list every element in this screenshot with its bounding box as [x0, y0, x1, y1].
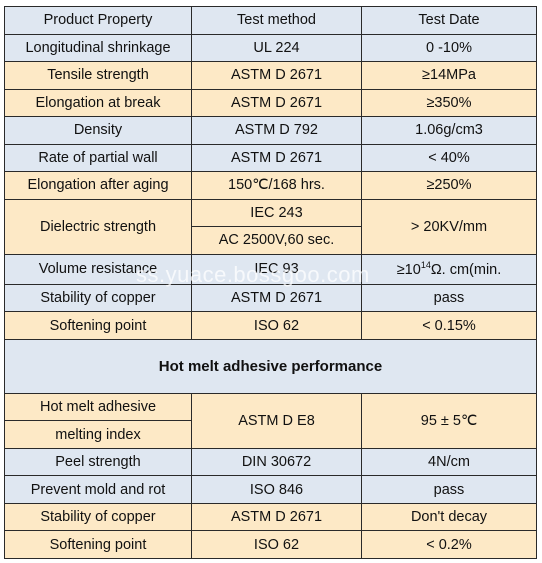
table-row: Tensile strength ASTM D 2671 ≥14MPa [4, 61, 537, 90]
property-cell: Elongation after aging [4, 171, 192, 200]
property-cell: Rate of partial wall [4, 143, 192, 172]
method-cell: ASTM D 2671 [191, 88, 362, 117]
result-cell: pass [361, 283, 537, 313]
method-cell: IEC 93 [191, 253, 362, 285]
table-row: Rate of partial wall ASTM D 2671 < 40% [4, 143, 537, 172]
table-row: Softening point ISO 62 < 0.2% [4, 530, 537, 559]
result-cell: Don't decay [361, 502, 537, 532]
section-title: Hot melt adhesive performance [4, 338, 537, 394]
result-unit: Ω. cm(min. [430, 262, 502, 279]
method-cell: ASTM D 2671 [191, 283, 362, 313]
table-row: Stability of copper ASTM D 2671 pass [4, 283, 537, 313]
result-cell: < 0.2% [361, 530, 537, 559]
table-row: Prevent mold and rot ISO 846 pass [4, 475, 537, 504]
result-cell: ≥1014Ω. cm(min. [361, 253, 537, 285]
method-cell: ASTM D 2671 [191, 502, 362, 532]
result-cell: ≥14MPa [361, 61, 537, 90]
table-row: Elongation after aging 150℃/168 hrs. ≥25… [4, 171, 537, 200]
property-cell: melting index [4, 420, 192, 449]
header-row: Product Property Test method Test Date [4, 6, 537, 35]
method-cell: ISO 62 [191, 530, 362, 559]
header-method: Test method [191, 6, 362, 35]
section-row: Hot melt adhesive performance [4, 338, 537, 394]
method-cell: ASTM D 2671 [191, 61, 362, 90]
table-row: Hot melt adhesive ASTM D E8 95 ± 5℃ [4, 392, 537, 449]
method-cell: ASTM D 792 [191, 116, 362, 145]
table-row: Longitudinal shrinkage UL 224 0 -10% [4, 33, 537, 62]
method-cell: DIN 30672 [191, 447, 362, 477]
method-cell: 150℃/168 hrs. [191, 171, 362, 200]
result-cell: 1.06g/cm3 [361, 116, 537, 145]
property-cell: Density [4, 116, 192, 145]
property-cell: Stability of copper [4, 502, 192, 532]
method-cell: ISO 846 [191, 475, 362, 504]
method-cell: IEC 243 [191, 198, 362, 227]
header-property: Product Property [4, 6, 192, 35]
table-row: Density ASTM D 792 1.06g/cm3 [4, 116, 537, 145]
property-cell: Dielectric strength [4, 198, 192, 255]
property-cell: Softening point [4, 311, 192, 340]
property-cell: Hot melt adhesive [4, 392, 192, 422]
result-cell: > 20KV/mm [361, 198, 537, 255]
result-exponent: 14 [420, 260, 431, 271]
result-cell: 4N/cm [361, 447, 537, 477]
property-cell: Elongation at break [4, 88, 192, 117]
method-cell: UL 224 [191, 33, 362, 62]
result-cell: < 0.15% [361, 311, 537, 340]
property-cell: Tensile strength [4, 61, 192, 90]
property-cell: Peel strength [4, 447, 192, 477]
property-cell: Prevent mold and rot [4, 475, 192, 504]
property-cell: Volume resistance [4, 253, 192, 285]
property-cell: Longitudinal shrinkage [4, 33, 192, 62]
table-row: Peel strength DIN 30672 4N/cm [4, 447, 537, 477]
table-row: Stability of copper ASTM D 2671 Don't de… [4, 502, 537, 532]
property-cell: Softening point [4, 530, 192, 559]
properties-table: Product Property Test method Test Date L… [4, 6, 537, 559]
table-row: Softening point ISO 62 < 0.15% [4, 311, 537, 340]
method-cell: ASTM D E8 [191, 392, 362, 449]
method-cell: AC 2500V,60 sec. [191, 226, 362, 255]
table-row: Dielectric strength IEC 243 > 20KV/mm [4, 198, 537, 255]
result-cell: ≥250% [361, 171, 537, 200]
result-cell: < 40% [361, 143, 537, 172]
result-cell: 0 -10% [361, 33, 537, 62]
table-row: melting index [4, 420, 537, 449]
result-cell: 95 ± 5℃ [361, 392, 537, 449]
result-cell: pass [361, 475, 537, 504]
table-row: AC 2500V,60 sec. [5, 226, 537, 255]
table-row: Volume resistance IEC 93 ≥1014Ω. cm(min. [4, 253, 537, 285]
result-prefix: ≥10 [396, 262, 421, 279]
method-cell: ASTM D 2671 [191, 143, 362, 172]
method-cell: ISO 62 [191, 311, 362, 340]
result-cell: ≥350% [361, 88, 537, 117]
header-result: Test Date [361, 6, 537, 35]
property-cell: Stability of copper [4, 283, 192, 313]
table-row: Elongation at break ASTM D 2671 ≥350% [4, 88, 537, 117]
